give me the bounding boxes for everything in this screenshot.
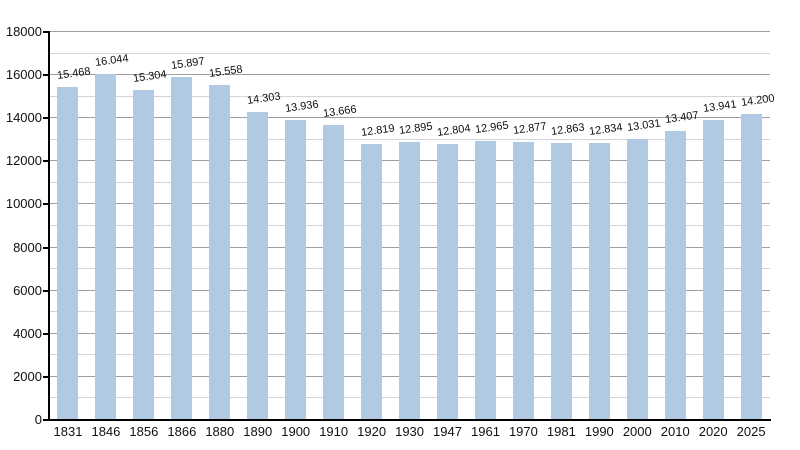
minor-gridline	[49, 52, 770, 54]
x-tick-label-1866: 1866	[167, 424, 197, 439]
y-tick-label: 16000	[5, 67, 42, 83]
x-tick-label-1880: 1880	[205, 424, 235, 439]
y-tick-label: 8000	[13, 239, 42, 255]
y-axis-tick	[43, 31, 49, 33]
bar-1831	[57, 86, 79, 420]
y-axis-tick	[43, 117, 49, 120]
bar-1890	[247, 111, 269, 420]
minor-gridline	[49, 95, 770, 97]
bar-1990	[588, 143, 610, 420]
x-tick-label-2000: 2000	[622, 424, 652, 439]
y-tick-label: 4000	[13, 325, 42, 341]
bar-1981	[550, 142, 572, 420]
bar-1856	[133, 90, 155, 420]
major-gridline	[49, 117, 770, 119]
bar-1961	[474, 140, 496, 420]
bar-value-label: 13.936	[284, 98, 320, 115]
bar-1866	[171, 77, 193, 420]
x-tick-label-2010: 2010	[660, 424, 690, 439]
x-tick-label-2020: 2020	[698, 424, 728, 439]
x-tick-label-1981: 1981	[546, 424, 576, 439]
bar-value-label: 13.407	[663, 109, 699, 127]
y-axis-line	[48, 31, 50, 421]
bar-value-label: 15.558	[208, 63, 244, 80]
y-tick-label: 2000	[13, 368, 42, 384]
bar-1930	[399, 142, 420, 420]
bar-1920	[361, 143, 383, 420]
x-tick-label-2025: 2025	[736, 424, 766, 439]
y-axis-tick	[43, 332, 49, 335]
x-tick-label-1961: 1961	[471, 424, 500, 439]
bar-1900	[285, 119, 307, 420]
y-tick-label: 10000	[5, 196, 42, 212]
y-tick-label: 0	[34, 412, 42, 427]
y-tick-label: 6000	[13, 282, 42, 298]
x-tick-label-1910: 1910	[319, 424, 349, 439]
bar-2025	[740, 113, 762, 420]
bar-value-label: 15.304	[132, 68, 168, 86]
bar-value-label: 12.863	[550, 121, 586, 138]
x-tick-label-1930: 1930	[395, 424, 425, 439]
bar-value-label: 12.834	[588, 121, 624, 139]
bar-2000	[626, 139, 648, 420]
y-axis-tick	[43, 419, 49, 421]
x-tick-label-1890: 1890	[243, 424, 273, 439]
x-tick-label-1856: 1856	[129, 424, 159, 439]
bar-1846	[95, 74, 117, 420]
y-axis-tick	[43, 375, 49, 378]
y-axis-tick	[43, 74, 49, 77]
x-tick-label-1831: 1831	[53, 424, 83, 439]
bar-value-label: 14.200	[739, 92, 775, 109]
major-gridline	[49, 31, 770, 32]
x-tick-label-1990: 1990	[584, 424, 614, 439]
bar-2020	[702, 119, 724, 420]
y-axis-tick	[43, 246, 49, 249]
bar-value-label: 13.941	[701, 97, 737, 115]
bar-value-label: 13.031	[626, 117, 662, 135]
bar-value-label: 16.044	[94, 52, 130, 70]
y-tick-label: 12000	[5, 153, 42, 169]
x-tick-label-1970: 1970	[508, 424, 538, 439]
y-tick-label: 14000	[5, 110, 42, 126]
bar-1947	[436, 144, 458, 420]
bar-value-label: 14.303	[246, 90, 282, 107]
major-gridline	[49, 74, 770, 76]
bar-1910	[323, 125, 345, 420]
bar-value-label: 15.468	[56, 65, 92, 82]
minor-gridline	[49, 138, 770, 140]
bar-value-label: 12.819	[360, 122, 396, 139]
x-axis-line	[48, 419, 771, 421]
bar-value-label: 12.895	[398, 120, 434, 138]
bar-value-label: 15.897	[170, 55, 206, 73]
plot-area: 15.468 16.044 15.304 15.897 15.558 14.303 13.9…	[49, 31, 775, 420]
y-tick-label: 18000	[5, 24, 42, 39]
x-tick-label-1900: 1900	[281, 424, 311, 439]
y-axis-tick	[43, 203, 49, 206]
bar-value-label: 12.877	[512, 120, 548, 138]
bar-value-label: 12.965	[474, 118, 510, 136]
x-tick-label-1920: 1920	[357, 424, 387, 439]
bar-2010	[664, 131, 686, 420]
x-tick-label-1846: 1846	[91, 424, 121, 439]
bar-1880	[209, 84, 231, 420]
x-tick-label-1947: 1947	[433, 424, 462, 439]
x-axis-labels: 1831 1846 1856 1866 1880 1890 1900 1910 1920 1930…	[49, 424, 770, 442]
bar-value-label: 12.804	[436, 122, 472, 140]
y-axis-tick	[43, 160, 49, 163]
y-axis-tick	[43, 289, 49, 292]
bar-1970	[512, 142, 534, 420]
